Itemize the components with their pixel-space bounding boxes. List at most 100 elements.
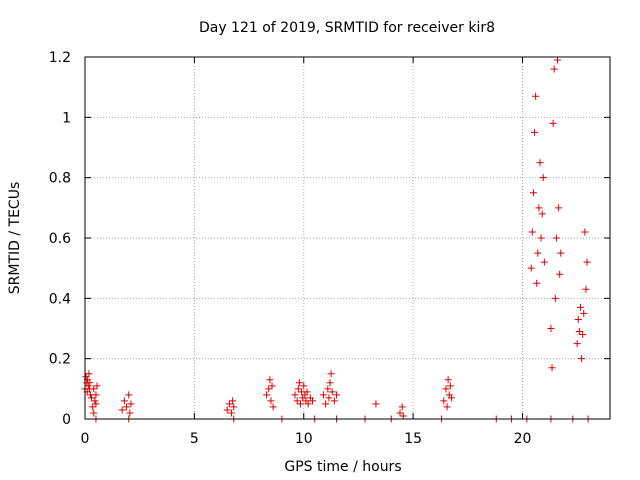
data-point <box>327 370 335 378</box>
data-point <box>319 391 327 399</box>
data-point <box>582 285 590 293</box>
y-tick-label: 1 <box>62 110 71 126</box>
data-point <box>333 391 341 399</box>
data-point <box>309 397 316 405</box>
data-point <box>304 400 312 408</box>
data-point <box>573 340 581 348</box>
data-point <box>293 397 301 405</box>
y-tick-label: 0 <box>62 412 71 428</box>
data-point <box>120 397 128 405</box>
data-point <box>295 379 303 387</box>
data-point <box>540 258 548 266</box>
x-tick-label: 20 <box>514 431 532 447</box>
data-point <box>576 303 584 311</box>
data-point <box>555 204 563 212</box>
data-point <box>533 279 541 287</box>
data-point <box>578 355 586 363</box>
data-point <box>447 394 455 402</box>
data-point <box>528 228 536 236</box>
y-tick-label: 1.2 <box>49 50 71 66</box>
data-point <box>534 249 542 257</box>
data-point <box>532 92 540 100</box>
data-point <box>330 397 338 405</box>
data-point <box>527 264 535 272</box>
data-point <box>581 228 589 236</box>
data-point <box>324 385 332 393</box>
data-point <box>82 373 90 381</box>
data-point <box>548 364 556 372</box>
y-tick-label: 0.8 <box>49 171 71 187</box>
x-tick-label: 0 <box>81 431 90 447</box>
data-point <box>266 376 274 384</box>
data-point <box>325 394 333 402</box>
data-point <box>296 400 304 408</box>
data-point <box>123 403 131 411</box>
data-point <box>126 409 134 417</box>
data-points <box>81 56 592 423</box>
y-tick-labels: 0 0.2 0.4 0.6 0.8 1 1.2 <box>49 50 71 428</box>
data-point <box>263 391 271 399</box>
data-point <box>84 382 92 390</box>
data-point <box>549 119 557 127</box>
data-point <box>552 234 560 242</box>
data-point <box>89 403 97 411</box>
data-point <box>223 406 231 414</box>
x-tick-label: 15 <box>404 431 422 447</box>
data-point <box>556 270 564 278</box>
data-point <box>291 391 299 399</box>
data-point <box>229 397 237 405</box>
data-point <box>399 412 407 420</box>
data-point <box>574 315 582 323</box>
data-point <box>92 400 100 408</box>
data-point <box>557 249 565 257</box>
data-point <box>85 370 93 378</box>
data-point <box>537 234 545 242</box>
chart-title: Day 121 of 2019, SRMTID for receiver kir… <box>199 20 495 36</box>
data-point <box>538 210 546 218</box>
data-point <box>326 379 334 387</box>
y-tick-label: 0.2 <box>49 352 71 368</box>
data-point <box>265 385 273 393</box>
data-point <box>91 397 99 405</box>
data-point <box>575 328 583 336</box>
data-point <box>90 409 98 417</box>
x-tick-label: 5 <box>190 431 199 447</box>
data-point <box>90 385 98 393</box>
data-point <box>86 379 94 387</box>
data-point <box>322 400 330 408</box>
data-point <box>442 385 450 393</box>
data-point <box>225 400 233 408</box>
y-tick-label: 0.6 <box>49 231 71 247</box>
y-tick-label: 0.4 <box>49 291 71 307</box>
data-point <box>529 189 537 197</box>
data-point <box>547 325 555 332</box>
data-point <box>554 56 561 64</box>
x-axis-label: GPS time / hours <box>284 459 401 475</box>
data-point <box>398 403 406 411</box>
y-axis-label: SRMTID / TECUs <box>7 182 23 295</box>
x-tick-labels: 0 5 10 15 20 <box>81 431 532 447</box>
data-point <box>125 391 133 399</box>
data-point <box>300 382 308 390</box>
data-point <box>118 406 126 414</box>
data-point <box>536 159 544 167</box>
data-point <box>580 309 588 317</box>
data-point <box>127 400 135 408</box>
grid-lines <box>85 57 610 419</box>
data-point <box>267 397 275 405</box>
data-point <box>328 388 336 396</box>
data-point <box>269 403 277 411</box>
x-tick-label: 10 <box>295 431 313 447</box>
data-point <box>268 382 276 390</box>
data-point <box>444 376 452 384</box>
data-point <box>550 65 558 73</box>
tick-marks <box>84 56 610 420</box>
data-point <box>230 403 238 411</box>
data-point <box>583 258 591 266</box>
data-point <box>440 397 448 405</box>
data-point <box>531 128 539 136</box>
data-point <box>446 382 454 390</box>
data-point <box>396 409 404 417</box>
data-point <box>88 394 96 402</box>
